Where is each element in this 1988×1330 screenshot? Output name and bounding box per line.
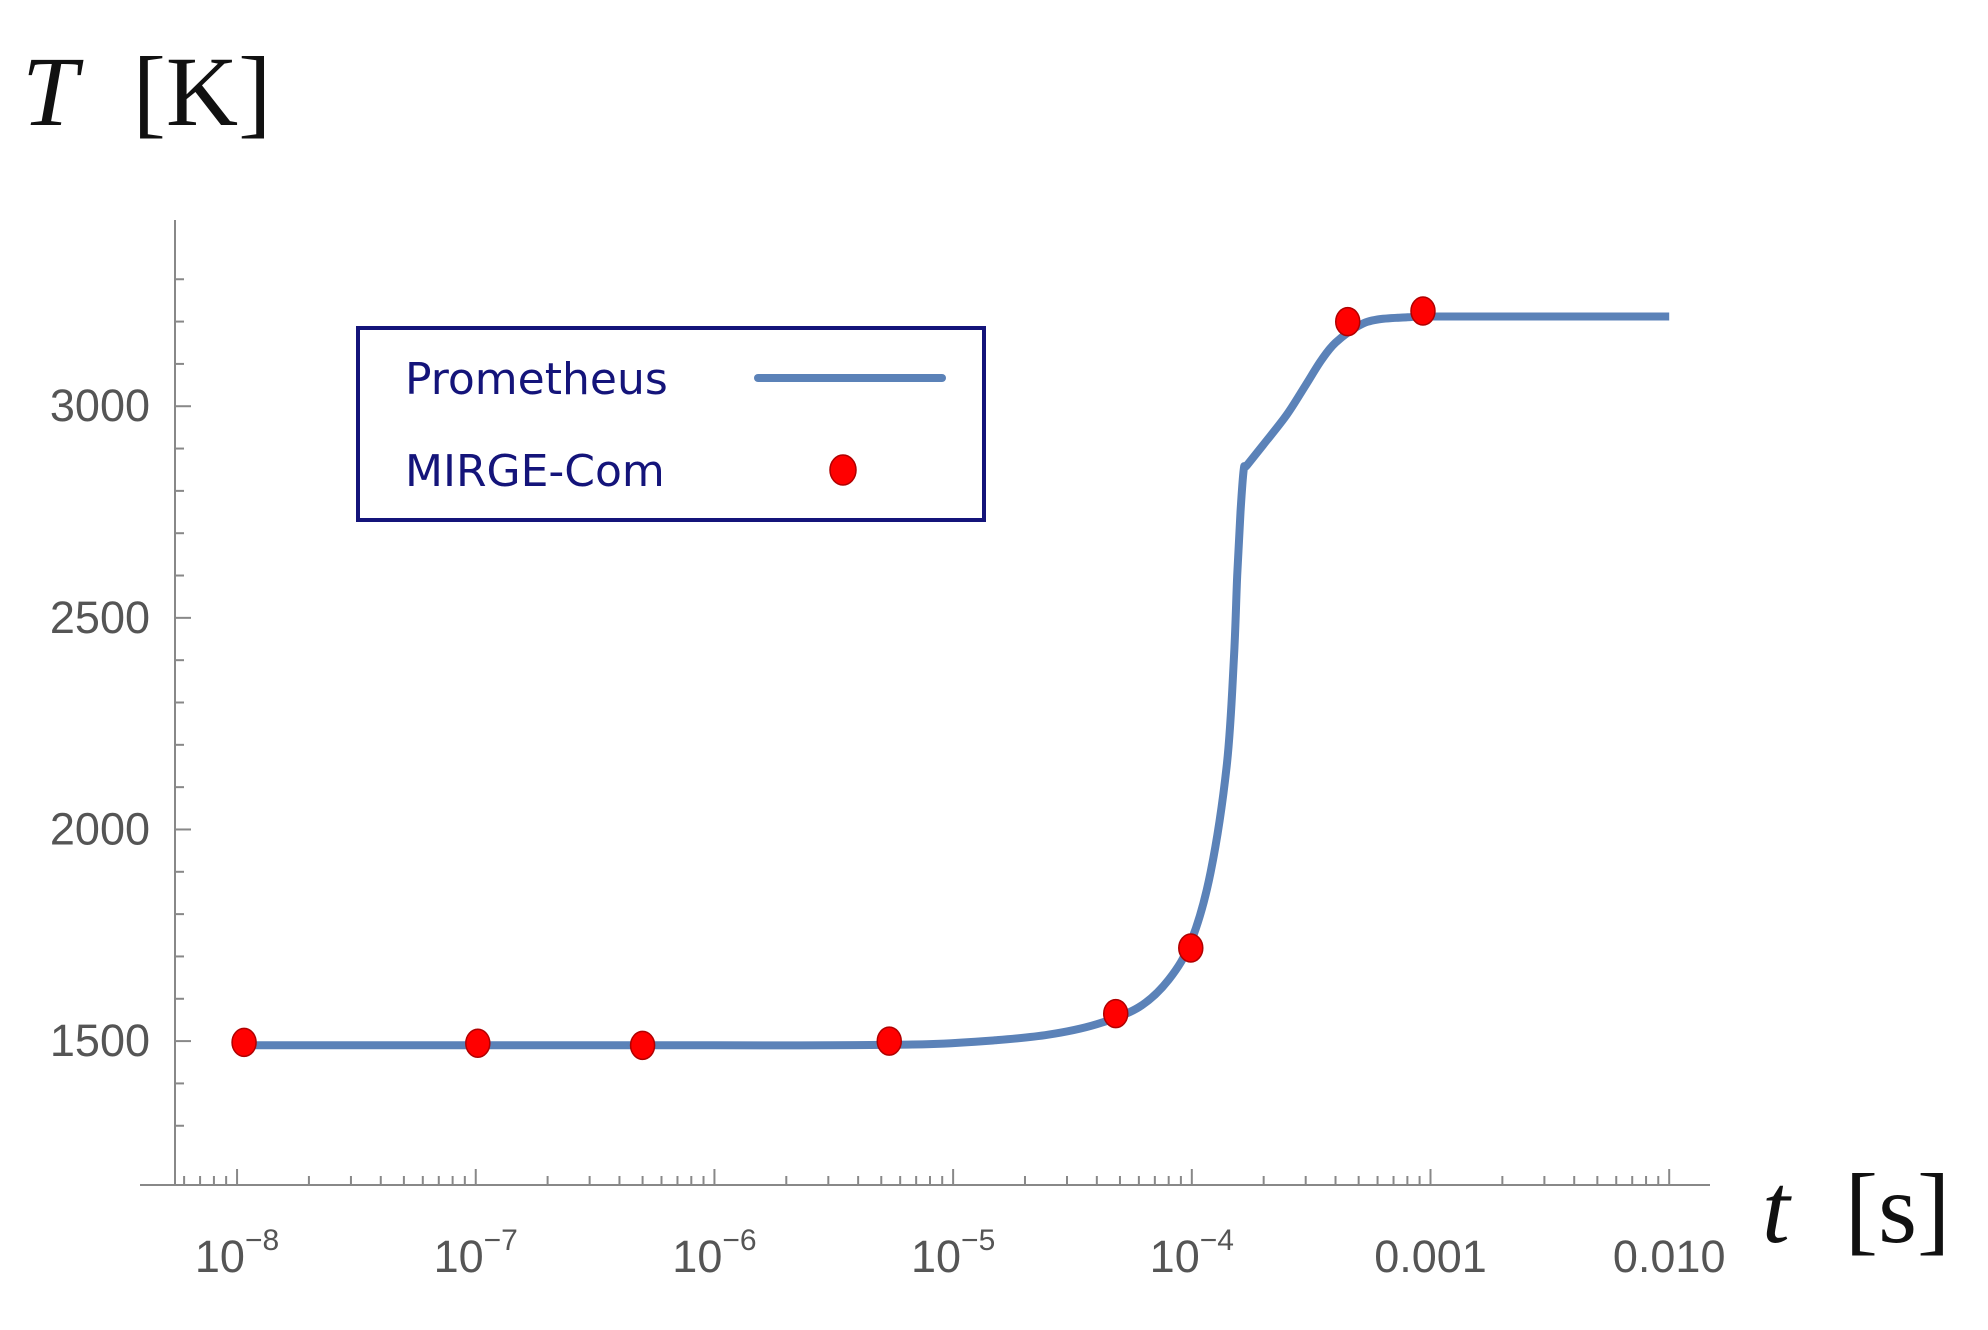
x-tick-base: 0.010 bbox=[1613, 1231, 1726, 1282]
y-axis-title: T [K] bbox=[22, 36, 271, 147]
x-tick-base: 10 bbox=[672, 1231, 722, 1282]
mirge-com-data-point bbox=[629, 1030, 656, 1061]
x-tick-label: 0.001 bbox=[1374, 1231, 1487, 1282]
x-tick-label: 0.010 bbox=[1613, 1231, 1726, 1282]
x-tick-label: 10−4 bbox=[1150, 1224, 1234, 1282]
x-tick-exponent: −4 bbox=[1200, 1224, 1234, 1257]
x-tick-base: 0.001 bbox=[1374, 1231, 1487, 1282]
mirge-com-data-point bbox=[1102, 998, 1129, 1029]
y-ticks: 1500 2000 2500 3000 bbox=[50, 278, 191, 1127]
x-axis-title: t [s] bbox=[1762, 1153, 1950, 1264]
y-axis-unit: [K] bbox=[133, 36, 272, 147]
x-ticks: 10−8 10−7 10−6 10−5 10−4 0.001 0.010 bbox=[183, 1169, 1726, 1282]
x-tick-exponent: −8 bbox=[245, 1224, 279, 1257]
x-tick-label: 10−6 bbox=[672, 1224, 756, 1282]
y-tick-label: 2500 bbox=[50, 592, 150, 643]
x-tick-label: 10−8 bbox=[195, 1224, 279, 1282]
series-layer bbox=[231, 296, 1670, 1061]
mirge-com-data-point bbox=[876, 1026, 903, 1056]
legend-dot-swatch bbox=[829, 454, 857, 486]
x-tick-exponent: −5 bbox=[961, 1224, 995, 1257]
mirge-com-data-point bbox=[465, 1028, 491, 1058]
y-axis-symbol: T bbox=[22, 36, 84, 147]
legend-box bbox=[356, 326, 986, 522]
x-tick-exponent: −7 bbox=[484, 1224, 518, 1257]
x-axis-symbol: t bbox=[1762, 1153, 1792, 1264]
x-tick-label: 10−7 bbox=[434, 1224, 518, 1282]
y-tick-label: 2000 bbox=[50, 803, 150, 854]
x-tick-label: 10−5 bbox=[911, 1224, 995, 1282]
legend-label-mirge-com: MIRGE-Com bbox=[405, 446, 665, 497]
mirge-com-data-point bbox=[231, 1027, 257, 1058]
x-tick-base: 10 bbox=[1150, 1231, 1200, 1282]
mirge-com-data-point bbox=[1178, 933, 1204, 963]
prometheus-series-line bbox=[237, 312, 1670, 1050]
mirge-com-data-point bbox=[1410, 296, 1436, 326]
legend: Prometheus MIRGE-Com bbox=[356, 326, 986, 522]
x-axis-unit: [s] bbox=[1845, 1153, 1951, 1264]
x-tick-base: 10 bbox=[911, 1231, 961, 1282]
y-tick-label: 3000 bbox=[50, 380, 150, 431]
legend-label-prometheus: Prometheus bbox=[405, 354, 668, 405]
mirge-com-data-point bbox=[1334, 306, 1361, 337]
x-tick-base: 10 bbox=[434, 1231, 484, 1282]
x-tick-base: 10 bbox=[195, 1231, 245, 1282]
x-tick-exponent: −6 bbox=[722, 1224, 756, 1257]
y-tick-label: 1500 bbox=[50, 1015, 150, 1066]
